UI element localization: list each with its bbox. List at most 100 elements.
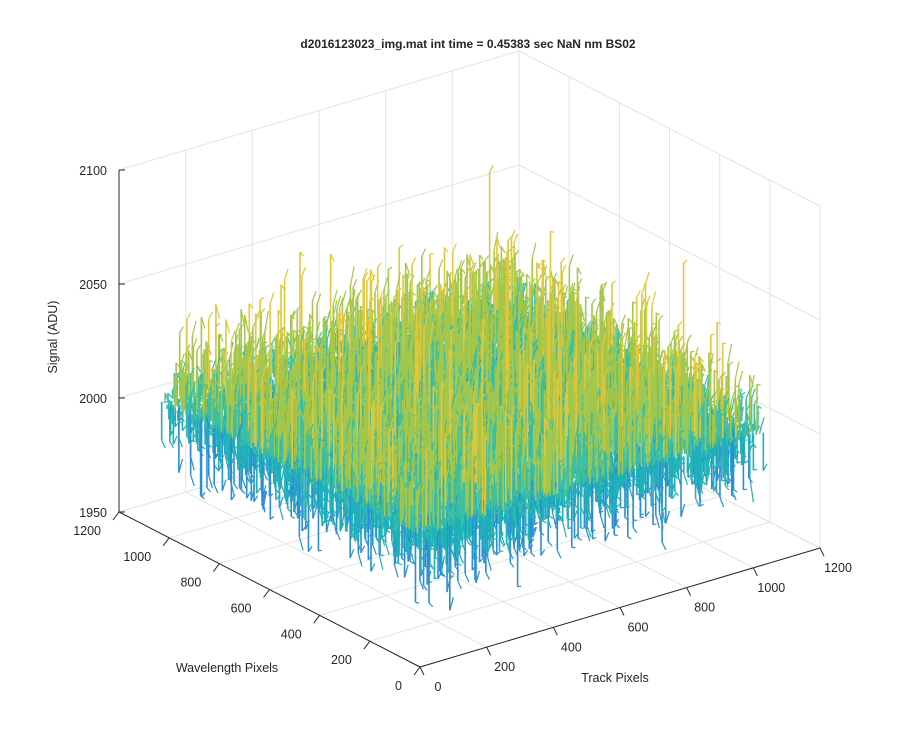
surface-edge xyxy=(525,294,531,302)
surface-edge xyxy=(683,259,688,264)
surface-edge xyxy=(388,266,393,270)
surface-edge xyxy=(611,280,616,285)
surface-edge xyxy=(494,253,500,272)
surface-edge xyxy=(560,257,566,263)
surface-edge xyxy=(536,262,541,270)
surface-edge xyxy=(602,281,608,292)
surface-edge xyxy=(444,247,449,253)
surface-edge xyxy=(265,344,270,349)
surface-edge xyxy=(542,260,548,281)
surface-edge xyxy=(311,291,317,301)
surface-edge xyxy=(537,274,542,284)
surface-edge xyxy=(553,305,559,322)
surface-edge xyxy=(411,257,417,265)
surface-edge xyxy=(490,282,495,300)
surface-edge xyxy=(500,273,506,292)
surface-edge xyxy=(398,244,404,249)
surface-edge xyxy=(415,297,420,308)
surface-edge xyxy=(349,266,355,286)
surface-edge xyxy=(594,322,599,326)
surface-edge xyxy=(534,314,539,319)
surface-edge xyxy=(425,269,431,280)
surface-edge xyxy=(576,267,582,275)
surface-edge xyxy=(325,311,331,326)
surface-edge xyxy=(585,296,590,299)
surface-edge xyxy=(460,259,465,269)
surface-edge xyxy=(489,164,494,173)
surface-edge xyxy=(490,264,495,274)
surface-edge xyxy=(514,319,519,322)
surface-edge xyxy=(541,259,547,263)
surface-edge xyxy=(591,298,597,304)
surface-edge xyxy=(475,268,480,272)
surface-edge xyxy=(531,242,537,259)
surface-edge xyxy=(550,286,556,295)
surface-edge xyxy=(644,271,650,284)
surface-edge xyxy=(455,278,461,284)
surface-edge xyxy=(484,255,490,261)
surface-edge xyxy=(487,305,492,308)
surface-edge xyxy=(569,285,575,295)
surface-edge xyxy=(496,237,502,249)
surface-edge xyxy=(590,321,596,325)
surface-edge xyxy=(500,261,506,269)
surface-edge xyxy=(452,243,457,253)
surface-edge xyxy=(587,320,592,327)
surface-edge xyxy=(426,282,432,288)
surface-edge xyxy=(500,246,506,254)
surface-edge xyxy=(529,286,535,305)
surface-mesh xyxy=(160,164,768,611)
back-wall-grid-line xyxy=(118,50,520,171)
surface-edge xyxy=(341,290,347,304)
surface-edge xyxy=(577,278,583,285)
surface-edge xyxy=(621,314,627,323)
surface-edge xyxy=(472,310,477,313)
surface-edge xyxy=(550,230,555,234)
surface-edge xyxy=(572,288,577,292)
surface-edge xyxy=(519,272,525,279)
surface-edge xyxy=(573,291,578,295)
surface-edge xyxy=(530,305,536,313)
surface-edge xyxy=(651,291,657,307)
surface-edge xyxy=(482,260,488,280)
surface-edge xyxy=(405,262,410,274)
surface-edge xyxy=(434,294,439,307)
surface-edge xyxy=(357,289,362,298)
surface-edge xyxy=(512,324,518,329)
surface-edge xyxy=(433,284,438,291)
surface-edge xyxy=(552,272,558,281)
surface-edge xyxy=(526,273,531,280)
surface-edge xyxy=(563,285,569,301)
surface-edge xyxy=(532,297,538,316)
surface-edge xyxy=(514,250,520,256)
surface-edge xyxy=(396,272,401,290)
surface-edge xyxy=(568,254,574,267)
surface-edge xyxy=(457,259,463,272)
surface-edge xyxy=(421,248,427,257)
surface-edge xyxy=(352,278,358,288)
side-wall-grid-line xyxy=(518,50,821,207)
surface-edge xyxy=(471,262,477,273)
surface-edge xyxy=(561,264,567,273)
surface-edge xyxy=(478,282,484,290)
surface-edge xyxy=(568,282,574,293)
surface-edge xyxy=(510,229,516,239)
surface-edge xyxy=(488,304,494,317)
floor-grid-line xyxy=(369,521,770,642)
back-wall-grid-line xyxy=(118,164,520,285)
surface-edge xyxy=(540,292,546,301)
surface-edge xyxy=(377,262,382,268)
surface-edge xyxy=(658,315,664,321)
surface-edge xyxy=(405,273,410,279)
surface-edge xyxy=(283,268,289,280)
surface-edge xyxy=(454,267,460,275)
side-wall-grid-line xyxy=(518,164,821,321)
surface-edge xyxy=(438,259,444,269)
surface-edge xyxy=(613,317,618,326)
surface-edge xyxy=(558,281,563,286)
surface-edge xyxy=(521,282,527,299)
surface-edge xyxy=(589,325,594,329)
surface-edge xyxy=(513,233,519,243)
surface-edge xyxy=(485,284,491,298)
